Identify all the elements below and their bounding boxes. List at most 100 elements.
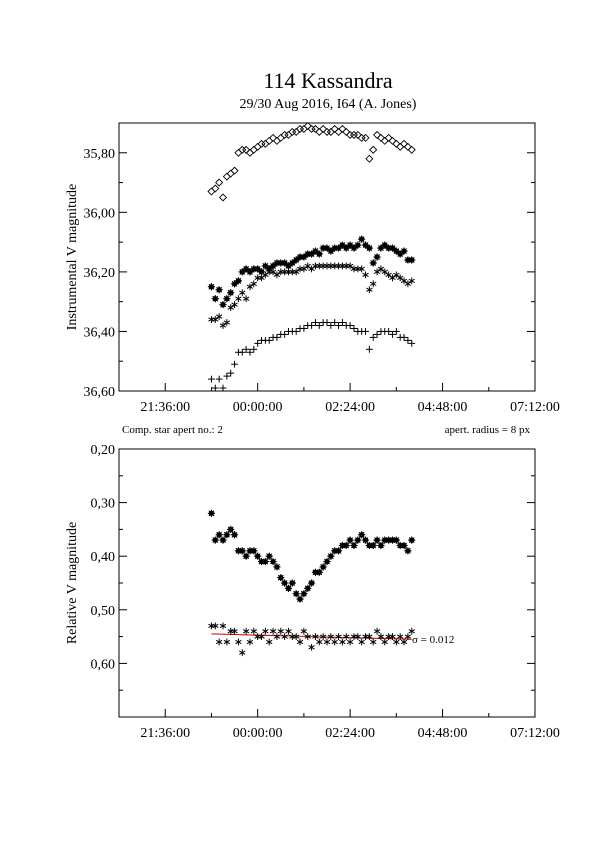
data-point-plus	[392, 328, 400, 335]
series-asterisk	[208, 262, 415, 329]
data-point-filled-star	[223, 295, 231, 303]
data-point-asterisk	[289, 268, 296, 276]
data-point-plus	[208, 375, 215, 383]
data-point-filled-star	[358, 531, 366, 539]
data-point-diamond	[311, 124, 320, 133]
data-point-filled-star	[304, 584, 312, 592]
series-plus	[208, 319, 416, 392]
data-point-diamond	[384, 133, 393, 142]
data-point-filled-star	[354, 536, 362, 544]
y-tick-label: 0,30	[91, 497, 116, 512]
data-point-filled-star	[338, 241, 347, 249]
data-point-asterisk	[308, 643, 315, 651]
data-point-plus	[331, 319, 339, 326]
data-point-asterisk	[285, 627, 292, 635]
data-point-filled-star	[373, 253, 381, 261]
data-point-asterisk	[385, 271, 392, 279]
data-point-asterisk	[370, 638, 377, 646]
data-point-filled-star	[211, 295, 219, 303]
data-point-asterisk	[366, 633, 373, 640]
data-point-plus	[250, 345, 258, 353]
data-point-plus	[404, 336, 412, 344]
data-point-asterisk	[346, 638, 354, 646]
data-point-asterisk	[354, 265, 362, 273]
top-plot: 21:36:00 00:00:00 02:24:00 04:48:00 07:12:00…	[65, 121, 560, 415]
data-point-asterisk	[323, 262, 331, 270]
data-point-diamond	[380, 136, 389, 145]
data-point-asterisk	[400, 638, 408, 646]
data-point-filled-star	[373, 536, 381, 544]
data-point-asterisk	[389, 274, 396, 282]
data-point-diamond	[334, 127, 343, 136]
plot-frame	[118, 122, 536, 392]
data-point-asterisk	[331, 638, 338, 646]
data-point-plus	[242, 345, 250, 353]
data-point-filled-star	[250, 547, 258, 555]
data-point-plus	[335, 322, 342, 329]
data-point-asterisk	[296, 638, 304, 646]
series-filled-star	[207, 235, 416, 309]
data-point-diamond	[253, 142, 262, 151]
series-filled-star	[207, 509, 416, 603]
x-tick-label: 21:36:00	[140, 400, 190, 415]
data-point-asterisk	[312, 633, 319, 640]
data-point-plus	[323, 319, 331, 326]
series-diamond	[207, 121, 416, 202]
data-point-filled-star	[327, 552, 335, 560]
data-point-plus	[215, 375, 223, 383]
data-point-asterisk	[239, 289, 246, 297]
data-point-plus	[408, 339, 416, 347]
data-point-filled-star	[215, 286, 223, 294]
data-point-asterisk	[335, 633, 342, 640]
data-point-asterisk	[246, 283, 254, 291]
data-point-asterisk	[362, 633, 369, 640]
data-point-asterisk	[273, 271, 281, 279]
data-point-asterisk	[408, 627, 415, 635]
data-point-asterisk	[250, 280, 258, 288]
data-point-asterisk	[235, 295, 242, 303]
data-point-filled-star	[315, 568, 323, 576]
x-tick-label: 04:48:00	[418, 400, 468, 415]
data-point-filled-star	[265, 552, 273, 560]
data-point-filled-star	[404, 547, 412, 555]
data-point-filled-star	[342, 541, 350, 550]
data-point-asterisk	[327, 633, 335, 640]
data-point-asterisk	[292, 268, 300, 276]
data-point-asterisk	[250, 627, 258, 635]
data-point-filled-star	[261, 557, 269, 566]
data-point-filled-star	[358, 235, 366, 243]
data-point-filled-star	[284, 262, 293, 270]
data-point-diamond	[369, 145, 378, 154]
data-point-diamond	[353, 130, 362, 139]
data-point-asterisk	[254, 274, 261, 282]
data-point-diamond	[392, 139, 401, 148]
data-point-asterisk	[373, 268, 381, 276]
aperture-note: apert. radius = 8 px	[445, 424, 531, 436]
data-point-filled-star	[230, 280, 239, 288]
data-point-diamond	[349, 130, 358, 139]
data-point-asterisk	[381, 268, 388, 276]
data-point-asterisk	[227, 304, 234, 312]
data-point-asterisk	[343, 262, 350, 270]
data-point-asterisk	[223, 319, 231, 326]
data-point-diamond	[288, 127, 297, 136]
data-point-filled-star	[219, 536, 227, 544]
data-point-asterisk	[231, 627, 238, 635]
y-tick-label: 0,20	[91, 443, 116, 458]
data-point-diamond	[296, 124, 305, 133]
data-point-diamond	[407, 145, 416, 154]
data-point-asterisk	[215, 313, 223, 320]
data-point-filled-star	[254, 552, 262, 560]
data-point-diamond	[226, 169, 235, 178]
data-point-diamond	[303, 121, 312, 131]
data-point-diamond	[365, 154, 374, 163]
data-point-filled-star	[346, 536, 354, 544]
data-point-filled-star	[238, 547, 246, 555]
data-point-diamond	[330, 124, 339, 133]
y-axis-label: Relative V magnitude	[65, 522, 80, 644]
data-point-filled-star	[400, 541, 408, 550]
data-point-asterisk	[277, 627, 284, 635]
x-tick-label: 07:12:00	[510, 400, 560, 415]
data-point-filled-star	[369, 259, 377, 267]
